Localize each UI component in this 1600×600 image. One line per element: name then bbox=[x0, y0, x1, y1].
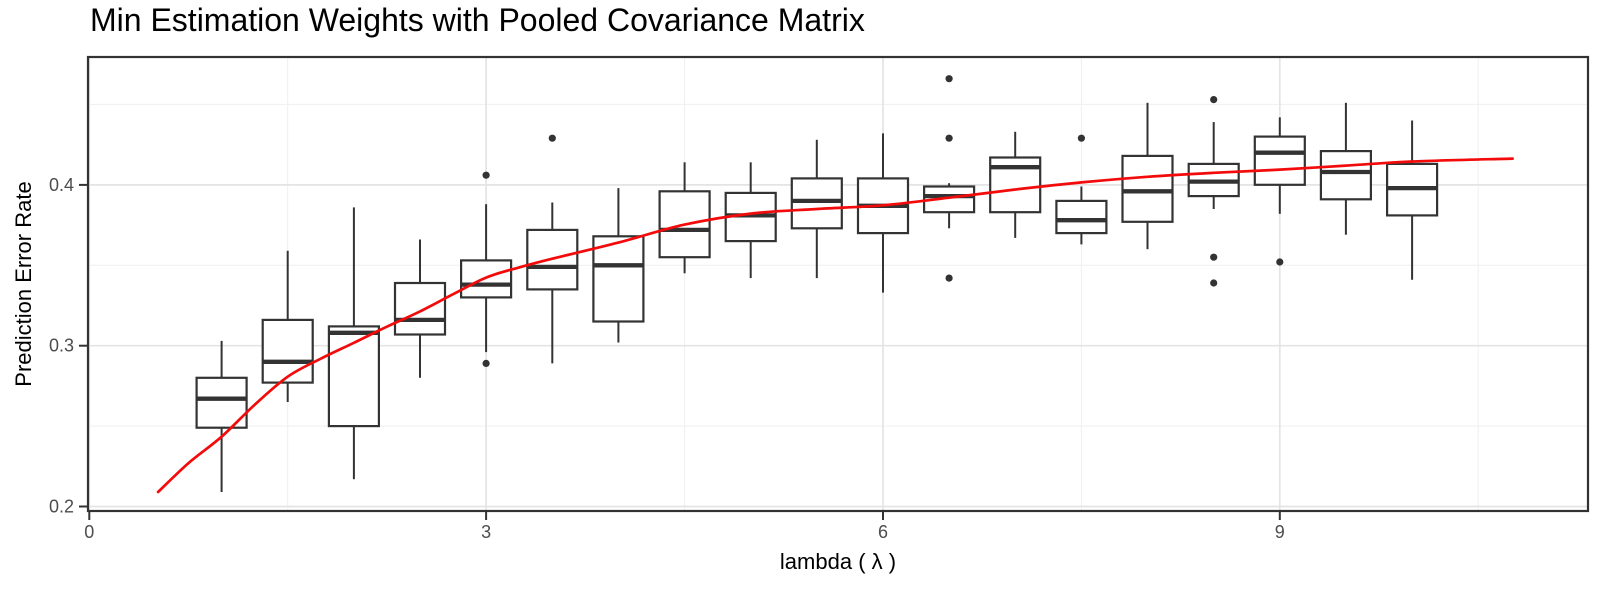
y-tick-label: 0.4 bbox=[49, 175, 74, 195]
x-axis-title: lambda ( λ ) bbox=[779, 549, 897, 574]
x-tick-label: 6 bbox=[878, 522, 888, 542]
iqr-box bbox=[1319, 150, 1373, 201]
y-tick-label: 0.2 bbox=[49, 497, 74, 517]
boxplot-lambda-7.5 bbox=[1055, 134, 1108, 245]
outlier-point bbox=[482, 359, 490, 367]
iqr-box bbox=[592, 235, 645, 323]
boxplot-lambda-7 bbox=[989, 131, 1042, 238]
iqr-box bbox=[1055, 199, 1108, 235]
x-tick-label: 3 bbox=[481, 522, 491, 542]
boxplot-lambda-5.5 bbox=[790, 139, 843, 279]
outlier-point bbox=[945, 134, 953, 142]
outlier-point bbox=[1077, 134, 1085, 142]
boxplot-lambda-2.5 bbox=[393, 239, 447, 378]
iqr-box bbox=[1121, 154, 1174, 223]
boxplot-lambda-1.5 bbox=[261, 250, 314, 402]
y-tick-label: 0.3 bbox=[49, 336, 74, 356]
x-tick-labels: 0 3 6 9 bbox=[84, 522, 1285, 542]
boxplot-lambda-9.5 bbox=[1319, 102, 1373, 235]
outlier-point bbox=[1210, 279, 1218, 287]
outlier-point bbox=[1276, 258, 1284, 266]
x-tick-label: 0 bbox=[84, 522, 94, 542]
boxplot-lambda-9 bbox=[1253, 117, 1306, 266]
panel-background bbox=[88, 57, 1588, 511]
panel-border bbox=[86, 55, 1590, 513]
boxplot-lambda-4 bbox=[592, 188, 645, 343]
outlier-point bbox=[1210, 96, 1218, 104]
outlier-point bbox=[945, 75, 953, 83]
y-axis-title-text: Prediction Error Rate bbox=[11, 181, 36, 387]
x-tick-label: 9 bbox=[1275, 522, 1285, 542]
iqr-box bbox=[393, 281, 447, 336]
iqr-box bbox=[790, 177, 843, 230]
boxplot-lambda-2 bbox=[327, 207, 380, 480]
smooth-curve bbox=[156, 157, 1514, 494]
chart-title: Min Estimation Weights with Pooled Covar… bbox=[90, 2, 865, 38]
outlier-point bbox=[482, 171, 490, 179]
boxplot-lambda-8.5 bbox=[1187, 96, 1240, 287]
iqr-box bbox=[1253, 135, 1306, 186]
iqr-box bbox=[327, 325, 380, 428]
outlier-point bbox=[548, 134, 556, 142]
boxplot-lambda-10 bbox=[1385, 120, 1439, 280]
iqr-box bbox=[261, 318, 314, 384]
axis-ticks bbox=[79, 183, 1281, 520]
outlier-point bbox=[945, 274, 953, 282]
boxplot-lambda-8 bbox=[1121, 102, 1174, 250]
outlier-point bbox=[1210, 253, 1218, 261]
y-tick-labels: 0.2 0.3 0.4 bbox=[49, 175, 74, 517]
